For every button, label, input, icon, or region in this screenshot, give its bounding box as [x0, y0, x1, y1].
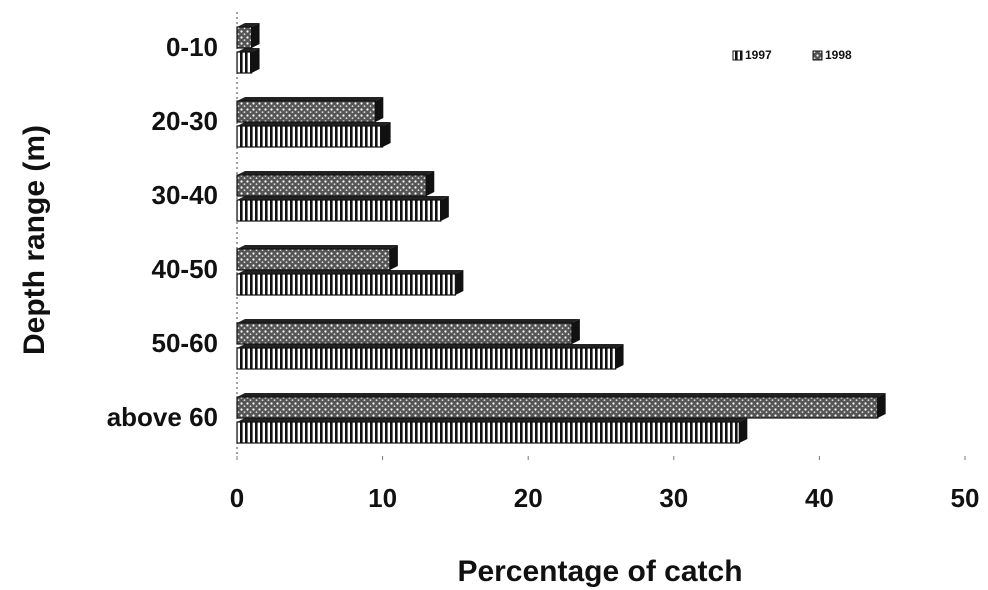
bar	[236, 100, 376, 123]
bar-top	[237, 319, 580, 323]
bar-top	[237, 344, 624, 348]
bar-side	[455, 270, 464, 295]
bar-side	[615, 344, 624, 369]
y-axis-label: Depth range (m)	[18, 125, 51, 355]
bar-top	[237, 23, 260, 27]
x-tick-label: 40	[805, 483, 834, 513]
x-tick-label: 50	[951, 483, 980, 513]
bar-side	[571, 319, 580, 344]
y-tick-label: 50-60	[152, 328, 219, 358]
y-tick-label: 0-10	[166, 32, 218, 62]
bar-side	[382, 122, 391, 147]
legend-swatch	[812, 50, 823, 61]
bar	[236, 396, 879, 419]
bar-side	[251, 23, 260, 48]
bar-top	[237, 122, 391, 126]
x-tick-label: 0	[230, 483, 244, 513]
bar-top	[237, 97, 384, 101]
bar-top	[237, 393, 886, 397]
bar	[236, 51, 253, 74]
legend-swatch	[732, 50, 743, 61]
x-axis-label: Percentage of catch	[457, 555, 742, 588]
bar	[236, 248, 391, 271]
bar-top	[237, 48, 260, 52]
bar-side	[251, 48, 260, 73]
bar-top	[237, 418, 748, 422]
bar	[236, 174, 427, 197]
bar	[236, 26, 253, 49]
bar-top	[237, 245, 398, 249]
bar-side	[375, 97, 384, 122]
x-tick-label: 10	[368, 483, 397, 513]
bar-side	[877, 393, 886, 418]
y-tick-label: 30-40	[152, 180, 219, 210]
legend-label: 1998	[825, 48, 852, 62]
bar-side	[739, 418, 748, 443]
bar	[236, 347, 617, 370]
y-tick-label: above 60	[107, 402, 218, 432]
x-tick-label: 20	[514, 483, 543, 513]
bar-top	[237, 196, 449, 200]
bar-side	[440, 196, 449, 221]
bar-top	[237, 270, 464, 274]
x-tick-label: 30	[659, 483, 688, 513]
bar-side	[426, 171, 435, 196]
y-tick-label: 40-50	[152, 254, 219, 284]
bar	[236, 322, 573, 345]
bar-top	[237, 171, 435, 175]
bar-side	[389, 245, 398, 270]
legend-label: 1997	[745, 48, 772, 62]
y-tick-label: 20-30	[152, 106, 219, 136]
bar	[236, 125, 384, 148]
bar	[236, 273, 456, 296]
bar	[236, 199, 442, 222]
bar	[236, 421, 740, 444]
